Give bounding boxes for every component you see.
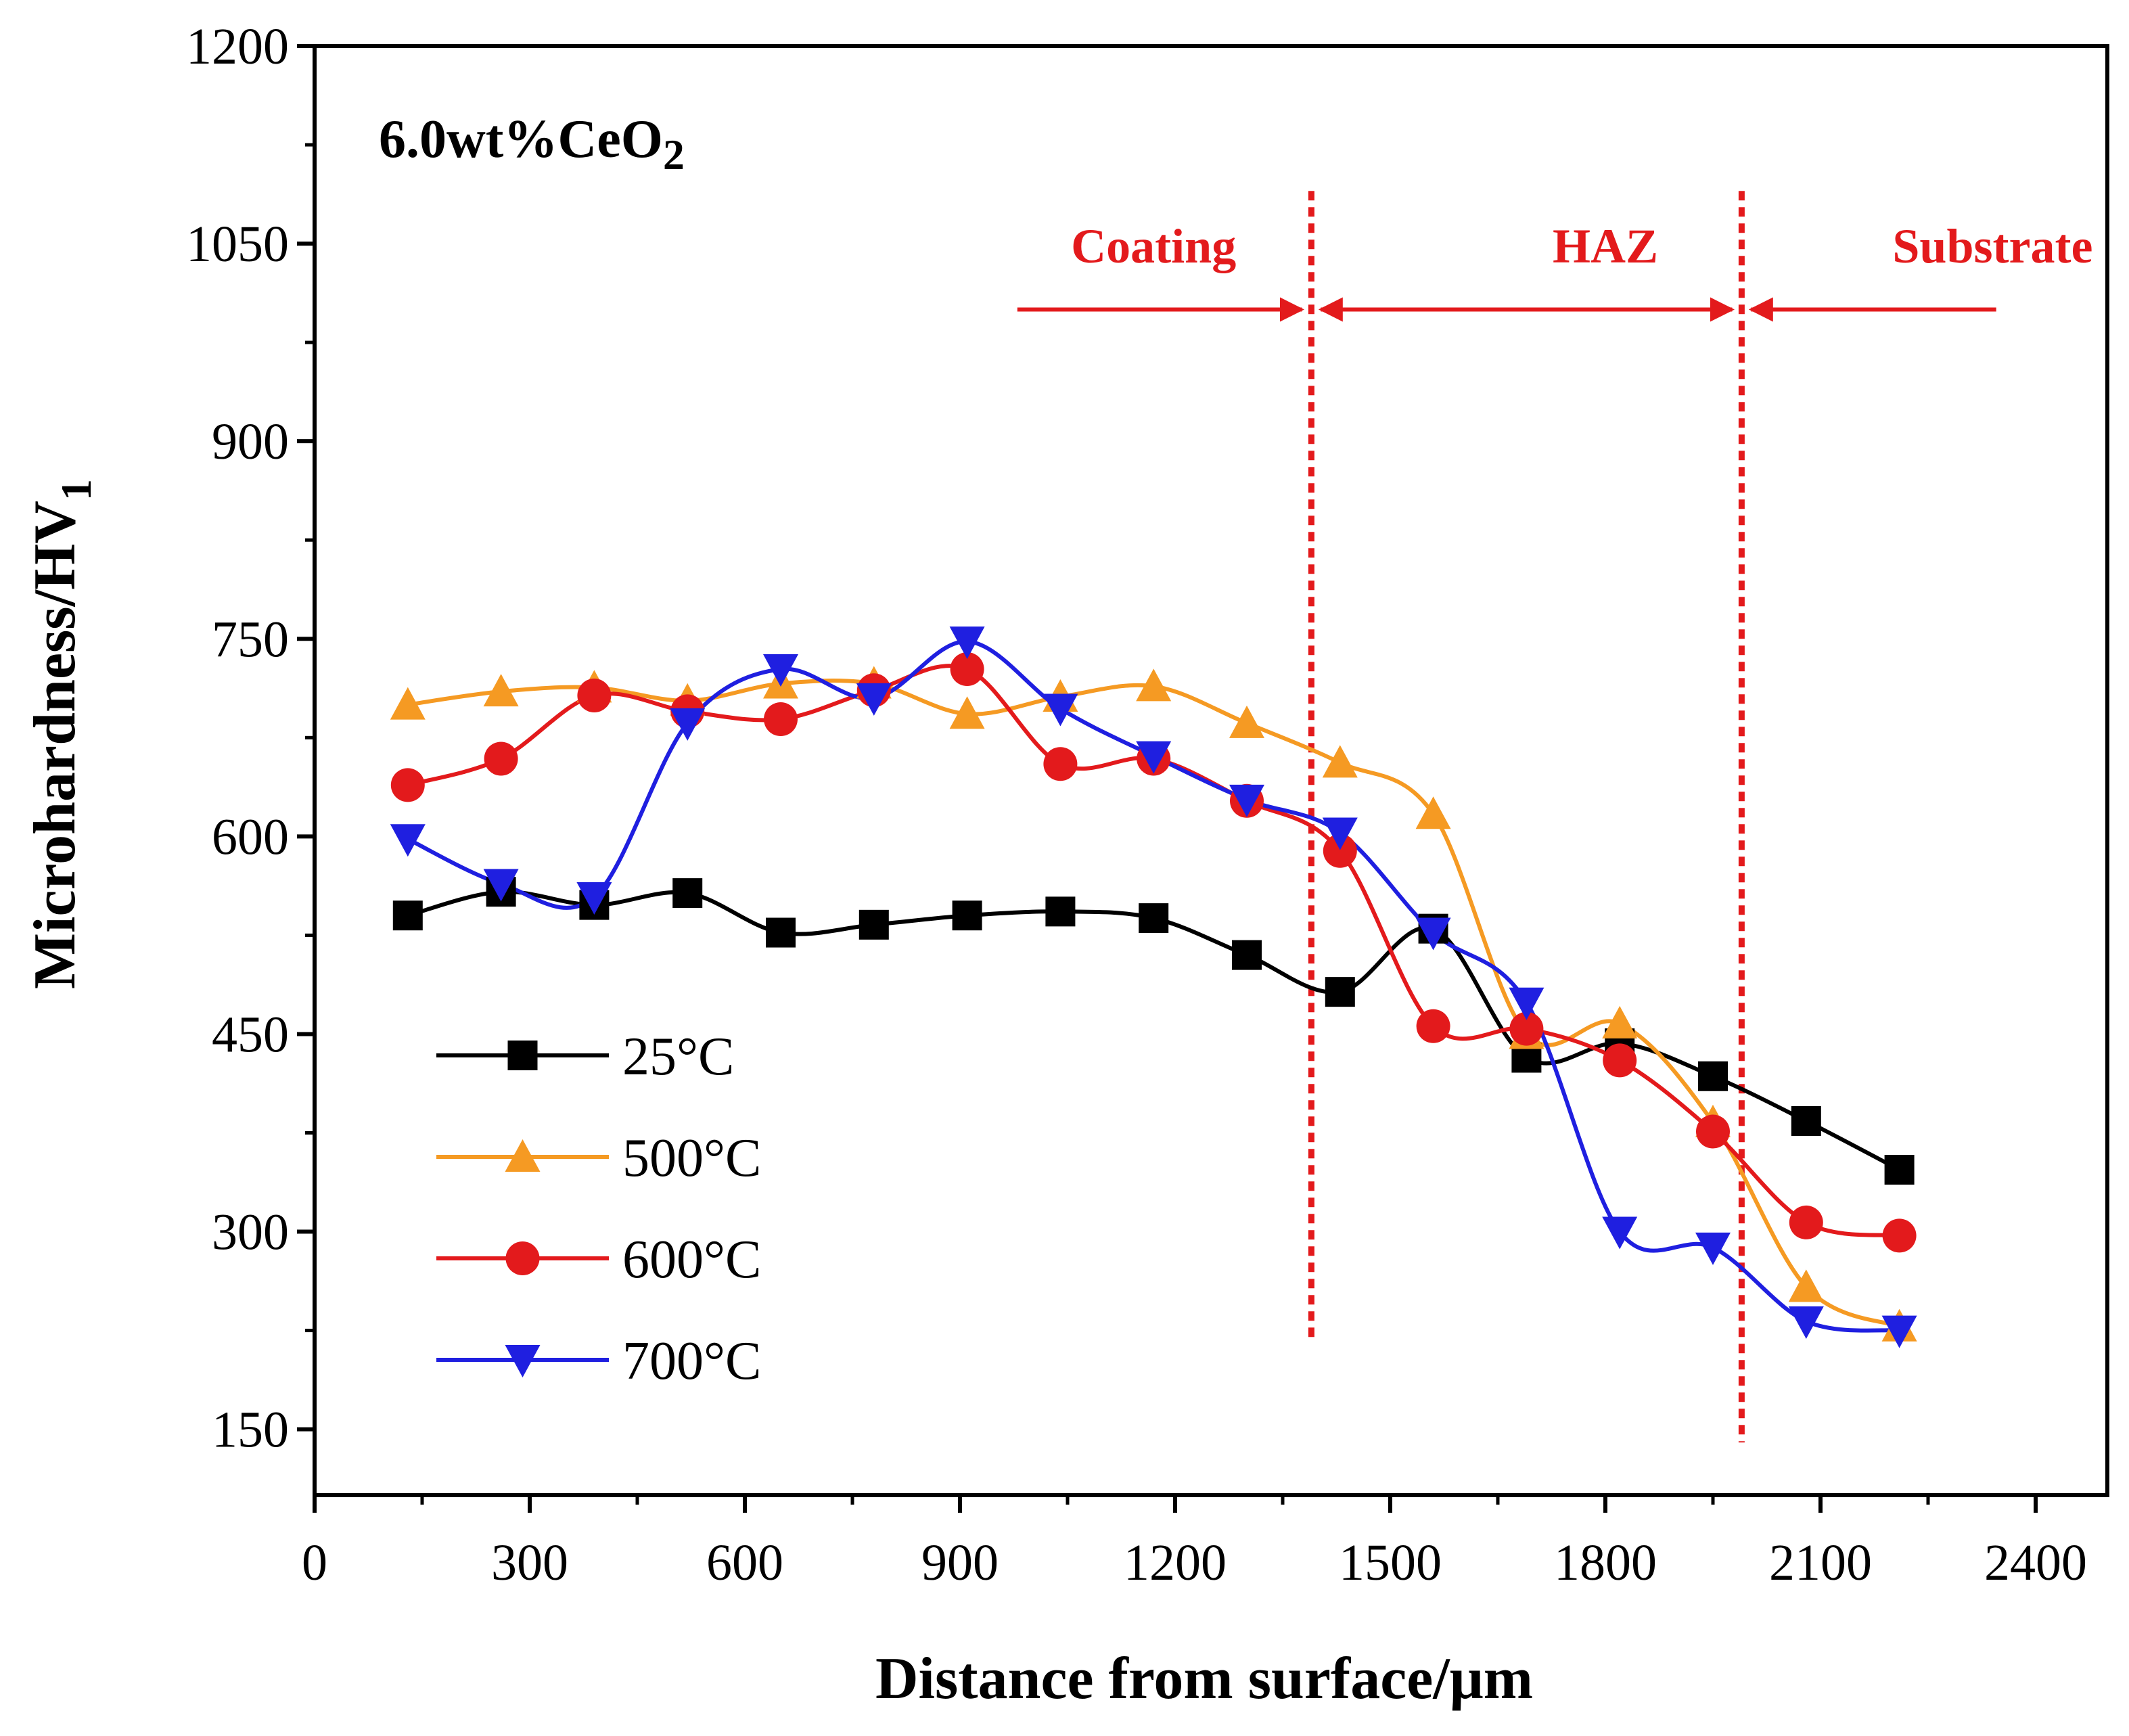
- data-point-600c-2080: [1789, 1205, 1823, 1239]
- panel-label-main: 6.0wt%CeO: [379, 110, 663, 169]
- plot-frame: [313, 44, 2109, 1497]
- data-point-600c-910: [950, 652, 984, 687]
- legend-marker-700c: [505, 1345, 541, 1377]
- x-tick-label-0: 0: [302, 1534, 327, 1591]
- x-tick-label-300: 300: [491, 1534, 568, 1591]
- data-point-700c-1690: [1509, 987, 1544, 1020]
- legend-marker-500c: [505, 1139, 541, 1172]
- x-tick-label-2400: 2400: [1984, 1534, 2087, 1591]
- data-point-700c-1820: [1602, 1216, 1638, 1250]
- data-point-600c-1820: [1603, 1043, 1637, 1078]
- y-tick-label-1050: 1050: [186, 216, 289, 273]
- data-point-500c-1820: [1602, 1005, 1638, 1038]
- data-point-700c-780: [856, 683, 892, 716]
- data-point-700c-910: [949, 626, 985, 660]
- data-point-600c-650: [764, 702, 798, 737]
- data-point-25c-650: [766, 917, 796, 948]
- data-point-25c-1170: [1139, 903, 1169, 934]
- data-point-600c-1950: [1696, 1114, 1730, 1149]
- data-point-25c-910: [952, 900, 982, 931]
- data-point-700c-390: [576, 882, 612, 915]
- data-point-600c-1560: [1416, 1009, 1450, 1043]
- data-point-500c-2080: [1788, 1269, 1824, 1302]
- zone-label-substrate: Substrate: [1892, 219, 2092, 273]
- data-point-700c-260: [483, 869, 519, 902]
- data-point-25c-1040: [1045, 896, 1076, 927]
- data-point-600c-1690: [1509, 1011, 1544, 1046]
- data-point-500c-1300: [1229, 705, 1264, 738]
- x-tick-label-1200: 1200: [1124, 1534, 1227, 1591]
- zone-label-coating: Coating: [1071, 219, 1236, 273]
- data-point-25c-1430: [1325, 977, 1355, 1007]
- data-point-600c-390: [577, 679, 612, 713]
- data-point-25c-1300: [1232, 940, 1262, 970]
- data-point-700c-1170: [1136, 741, 1172, 774]
- legend-marker-25c: [507, 1041, 538, 1070]
- data-point-25c-520: [672, 878, 703, 909]
- data-point-500c-1430: [1322, 745, 1358, 778]
- data-point-25c-2210: [1884, 1155, 1915, 1185]
- data-point-700c-1040: [1043, 693, 1078, 727]
- legend-label-700c: 700°C: [622, 1331, 761, 1391]
- y-tick-label-600: 600: [212, 808, 289, 865]
- panel-label: 6.0wt%CeO2: [379, 110, 685, 179]
- legend: 25°C 500°C 600°C 700°C: [436, 1027, 761, 1391]
- data-point-700c-520: [670, 708, 706, 741]
- legend-label-600c: 600°C: [622, 1230, 761, 1289]
- data-point-700c-1430: [1322, 817, 1358, 850]
- legend-marker-600c: [505, 1241, 540, 1275]
- y-tick-label-450: 450: [212, 1006, 289, 1063]
- panel-label-sub: 2: [663, 131, 685, 179]
- data-point-700c-2210: [1881, 1315, 1917, 1348]
- legend-label-25c: 25°C: [622, 1027, 734, 1087]
- x-tick-label-1500: 1500: [1339, 1534, 1442, 1591]
- series-markers: [390, 626, 1917, 1348]
- zone-label-haz: HAZ: [1553, 219, 1658, 273]
- x-axis-title: Distance from surface/μm: [875, 1646, 1533, 1712]
- x-tick-label-900: 900: [921, 1534, 999, 1591]
- data-point-25c-2080: [1791, 1105, 1821, 1136]
- data-point-25c-780: [859, 909, 889, 940]
- y-tick-label-750: 750: [212, 611, 289, 668]
- data-point-25c-1950: [1698, 1061, 1728, 1091]
- y-axis-title-main: Microhardness/HV: [22, 501, 88, 989]
- data-point-600c-260: [484, 741, 518, 776]
- y-tick-label-1200: 1200: [186, 18, 289, 75]
- y-axis-title: Microhardness/HV1: [22, 479, 100, 989]
- data-point-700c-650: [763, 654, 798, 687]
- data-point-25c-130: [392, 900, 423, 931]
- data-point-500c-130: [390, 687, 426, 720]
- y-tick-label-900: 900: [212, 413, 289, 470]
- y-tick-label-150: 150: [212, 1402, 289, 1459]
- data-point-500c-1170: [1136, 668, 1172, 702]
- data-point-500c-1560: [1415, 796, 1451, 829]
- data-point-600c-130: [390, 768, 425, 802]
- data-point-700c-1300: [1229, 784, 1264, 817]
- data-point-600c-2210: [1882, 1218, 1917, 1253]
- data-point-500c-910: [949, 696, 985, 729]
- data-point-700c-2080: [1788, 1306, 1824, 1339]
- x-tick-label-600: 600: [706, 1534, 783, 1591]
- y-tick-label-300: 300: [212, 1204, 289, 1261]
- x-tick-label-1800: 1800: [1554, 1534, 1657, 1591]
- axes: 0 300 600 900 1200 1500 1800 2100 2400 150 300 450 6…: [186, 18, 2087, 1591]
- annotations: Coating HAZ Substrate: [1017, 191, 2092, 1443]
- data-point-500c-260: [483, 674, 519, 707]
- data-point-700c-1950: [1695, 1232, 1731, 1265]
- data-point-600c-1040: [1043, 747, 1078, 781]
- data-point-700c-130: [390, 824, 426, 857]
- legend-label-500c: 500°C: [622, 1128, 761, 1188]
- x-tick-label-2100: 2100: [1769, 1534, 1872, 1591]
- data-point-700c-1560: [1415, 917, 1451, 951]
- data-point-600c-1430: [1323, 833, 1357, 868]
- y-axis-title-sub: 1: [52, 479, 100, 501]
